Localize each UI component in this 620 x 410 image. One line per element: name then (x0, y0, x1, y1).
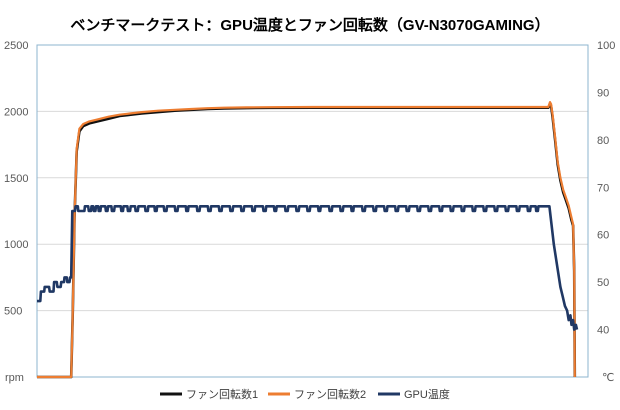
plot-area-border (36, 44, 589, 378)
right-axis-unit: ℃ (602, 372, 614, 384)
legend-item-3: GPU温度 (378, 387, 450, 401)
series-line-1 (37, 103, 577, 379)
left-tick-label: 2500 (4, 40, 28, 52)
right-axis-ticks: 100 90 80 70 60 50 40 (597, 40, 615, 337)
right-tick-label: 40 (597, 325, 609, 337)
right-tick-label: 100 (597, 40, 615, 52)
right-tick-label: 90 (597, 87, 609, 99)
series-lines (37, 100, 579, 379)
legend-label: ファン回転数1 (186, 388, 258, 401)
left-tick-label: 1000 (4, 239, 28, 251)
gridlines (37, 44, 588, 312)
left-axis-ticks: 2500 2000 1500 1000 500 (4, 40, 28, 318)
legend-item-1: ファン回転数1 (160, 388, 258, 401)
left-axis-unit: rpm (5, 372, 24, 384)
legend-item-2: ファン回転数2 (268, 388, 366, 401)
right-tick-label: 80 (597, 135, 609, 147)
right-tick-label: 70 (597, 182, 609, 194)
legend: ファン回転数1 ファン回転数2 GPU温度 (160, 387, 450, 401)
left-tick-label: 500 (4, 306, 22, 318)
legend-label: GPU温度 (404, 387, 450, 401)
left-tick-label: 1500 (4, 173, 28, 185)
series-line-3 (37, 205, 579, 331)
chart-title: ベンチマークテスト：GPU温度とファン回転数（GV-N3070GAMING） (70, 16, 549, 34)
left-tick-label: 2000 (4, 106, 28, 118)
right-tick-label: 50 (597, 277, 609, 289)
legend-label: ファン回転数2 (294, 388, 366, 401)
right-tick-label: 60 (597, 230, 609, 242)
series-line-2 (37, 100, 576, 379)
